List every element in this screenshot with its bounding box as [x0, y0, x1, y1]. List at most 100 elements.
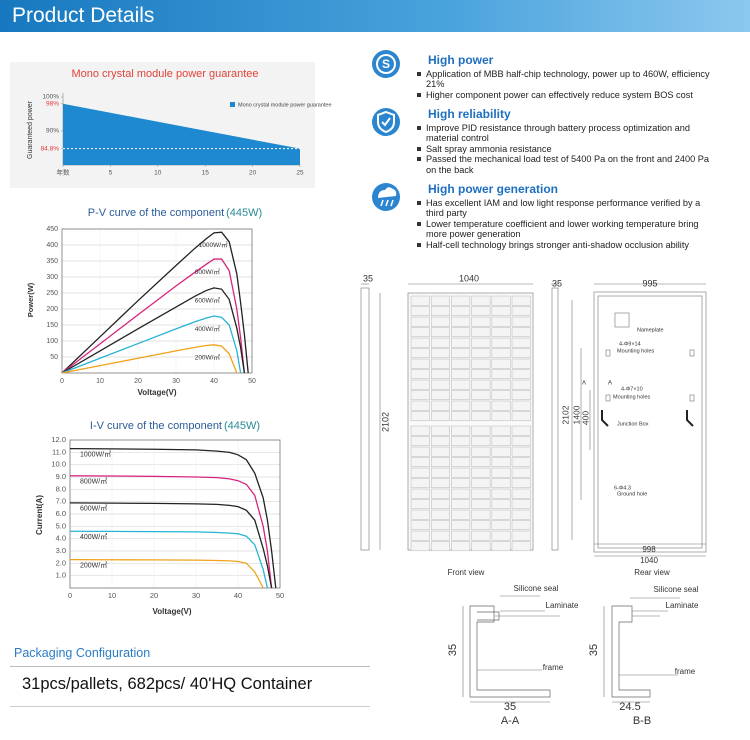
- x-tick-label: 15: [202, 170, 210, 177]
- cell: [410, 520, 430, 531]
- drawing-label: 1040: [459, 273, 479, 283]
- svg-text:S: S: [382, 57, 390, 71]
- cell: [511, 467, 531, 478]
- frame-section: [611, 605, 651, 698]
- cell: [511, 316, 531, 327]
- mounting-hole: [605, 394, 611, 402]
- cell: [511, 379, 531, 390]
- feature-section: High reliability Improve PID resistance t…: [414, 107, 714, 175]
- cell: [430, 425, 450, 436]
- curve-label: 1000W/㎡: [80, 450, 111, 458]
- chart-title: P-V curve of the component (445W): [88, 207, 262, 219]
- feature-item: Half-cell technology brings stronger ant…: [414, 240, 714, 251]
- cell: [511, 358, 531, 369]
- cell: [410, 358, 430, 369]
- curve: [69, 447, 277, 589]
- drawing-label: Mounting holes: [617, 348, 655, 354]
- x-tick-label: 10: [96, 378, 104, 385]
- cell: [430, 390, 450, 401]
- feature-title: High power: [428, 53, 494, 67]
- cell: [410, 488, 430, 499]
- cell: [471, 400, 491, 411]
- curve: [61, 287, 246, 374]
- cell: [471, 457, 491, 468]
- x-tick-label: 20: [134, 378, 142, 385]
- cell: [491, 436, 511, 447]
- y-tick-label: 5.0: [56, 521, 66, 530]
- curve: [69, 502, 273, 589]
- y-tick-label: 250: [46, 290, 58, 297]
- cell: [430, 348, 450, 359]
- drawing-label: 1040: [640, 556, 658, 565]
- cell: [511, 488, 531, 499]
- drawing-label: frame: [543, 663, 564, 672]
- x-tick-label: 10: [108, 591, 116, 600]
- y-tick-label: 1.0: [56, 571, 66, 580]
- drawing-label: 35: [588, 644, 600, 656]
- cell: [451, 411, 471, 422]
- cell: [410, 467, 430, 478]
- cell: [491, 541, 511, 552]
- cell: [410, 509, 430, 520]
- cell: [511, 457, 531, 468]
- drawing-label: Nameplate: [637, 327, 664, 333]
- cell: [511, 306, 531, 317]
- cell: [491, 306, 511, 317]
- curve: [69, 475, 273, 589]
- page-header: Product Details: [0, 0, 750, 32]
- cell: [430, 358, 450, 369]
- drawing-label: Rear view: [634, 568, 670, 577]
- feature-section: High power Application of MBB half-chip t…: [414, 53, 714, 100]
- drawing-label: 2102: [560, 405, 570, 424]
- cell: [410, 400, 430, 411]
- cell: [471, 316, 491, 327]
- cell: [410, 530, 430, 541]
- y-tick-label: 7.0: [56, 497, 66, 506]
- cell: [430, 541, 450, 552]
- cell: [511, 425, 531, 436]
- y-tick-label: 2.0: [56, 558, 66, 567]
- drawing-label: Laminate: [666, 601, 699, 610]
- cell: [471, 369, 491, 380]
- x-tick-label: 20: [150, 591, 158, 600]
- curve: [61, 315, 242, 374]
- cell: [430, 306, 450, 317]
- drawing-label: 35: [447, 644, 459, 656]
- curve-label: 600W/㎡: [80, 505, 107, 513]
- x-axis-label: Voltage(V): [153, 607, 192, 616]
- area: [63, 103, 300, 165]
- y-tick-label: 10.0: [51, 460, 66, 469]
- cell: [471, 348, 491, 359]
- cell: [430, 530, 450, 541]
- drawing-label: 998: [642, 545, 656, 554]
- feature-title: High reliability: [428, 107, 511, 121]
- drawing-label: 35: [552, 278, 562, 288]
- cell: [430, 499, 450, 510]
- chart-title: I-V curve of the component (445W): [90, 420, 260, 432]
- curve-label: 200W/㎡: [80, 561, 107, 569]
- cell: [451, 316, 471, 327]
- cell: [430, 446, 450, 457]
- y-tick-label: 450: [46, 226, 58, 233]
- x-tick-label: 25: [296, 170, 304, 177]
- cell: [491, 467, 511, 478]
- cell: [491, 446, 511, 457]
- cell: [410, 499, 430, 510]
- cell: [410, 478, 430, 489]
- cell: [491, 520, 511, 531]
- cell: [430, 400, 450, 411]
- curve: [61, 344, 238, 374]
- cell: [471, 520, 491, 531]
- mounting-hole: [605, 349, 611, 357]
- cell: [451, 467, 471, 478]
- y-tick-label: 50: [50, 354, 58, 361]
- cell: [511, 520, 531, 531]
- cell: [511, 327, 531, 338]
- y-tick-label: 90%: [46, 128, 59, 135]
- cell: [491, 348, 511, 359]
- cell: [511, 295, 531, 306]
- nameplate: [614, 312, 630, 328]
- cell: [511, 478, 531, 489]
